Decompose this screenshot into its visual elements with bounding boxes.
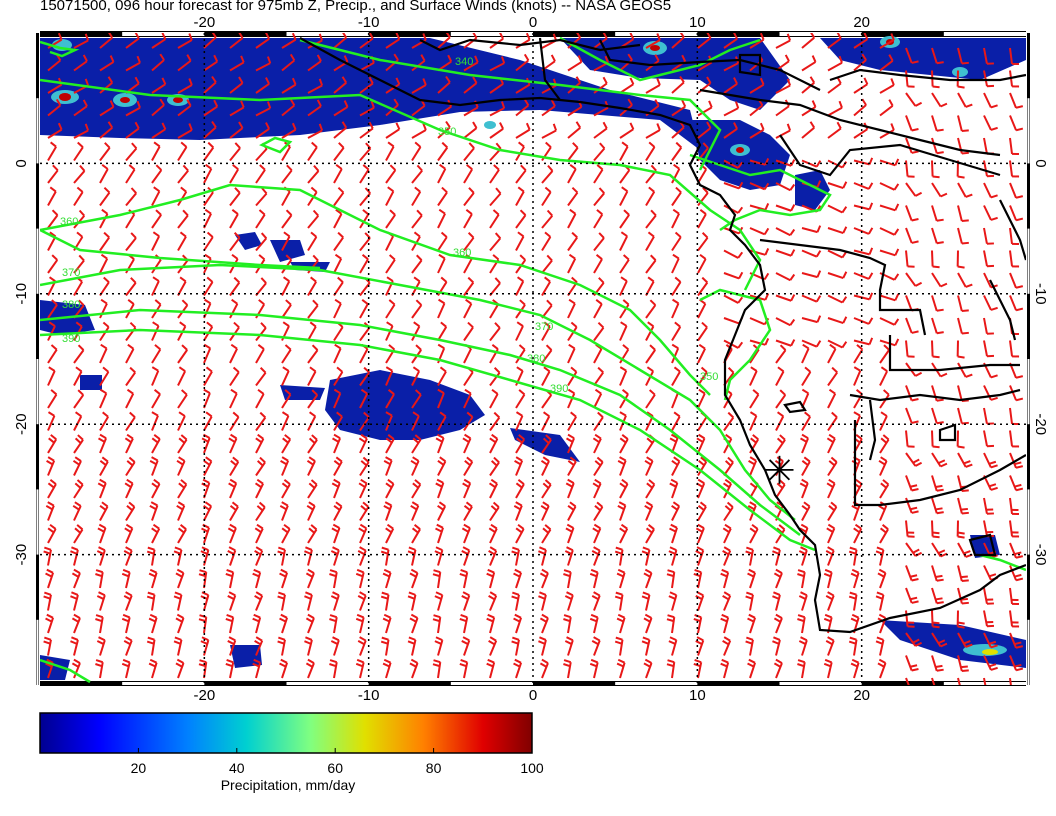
axis-tick-labels: -20 -20 -10 -10 0 0 10 10 20 20 0 0 -10 -10 -20 -20 -30 -… [13, 14, 1049, 704]
precip-north-edge [820, 38, 1026, 80]
wind-barbs [43, 33, 1024, 685]
asterisk-marker-icon [765, 455, 794, 484]
lat-tick-label-left: -20 [13, 413, 30, 435]
contour-label: 350 [438, 126, 456, 138]
border-9 [868, 399, 877, 461]
colorbar-tick-label: 20 [131, 760, 147, 776]
lat-tick-label-left: -10 [13, 283, 30, 305]
contour-390 [40, 328, 816, 552]
contour-label: 340 [455, 56, 473, 68]
coast-east [999, 199, 1026, 261]
border-10 [829, 68, 1026, 82]
border-1 [538, 37, 561, 101]
border-7 [849, 388, 1021, 402]
lake-1 [938, 423, 957, 442]
contour-labels: 340 350 360 360 370 370 380 380 390 390 … [60, 56, 718, 395]
contour-340 [299, 38, 722, 171]
lon-tick-label-top: 20 [853, 14, 870, 31]
coastlines [299, 37, 1026, 634]
contour-label: 370 [535, 321, 553, 333]
border-8 [853, 420, 1026, 507]
colorbar-tick-label: 60 [327, 760, 343, 776]
contour-north-small [259, 136, 293, 154]
contour-label: 360 [60, 216, 78, 228]
contour-label: 360 [453, 247, 471, 259]
contour-360-loop [40, 228, 321, 270]
lat-tick-label-right: 0 [1032, 159, 1049, 167]
coast-east-2 [989, 279, 1017, 341]
lon-tick-label-bottom: 20 [853, 687, 870, 704]
map-title: 15071500, 096 hour forecast for 975mb Z,… [40, 0, 672, 14]
colorbar-tick-label: 80 [426, 760, 442, 776]
precipitation-colorbar: 20 40 60 80 100 Precipitation, mm/day [39, 712, 544, 793]
precip-band-north [40, 38, 700, 150]
lat-tick-label-right: -20 [1032, 413, 1049, 435]
colorbar-label: Precipitation, mm/day [221, 777, 356, 793]
lon-tick-label-top: -10 [358, 14, 380, 31]
precip-patch-1 [235, 232, 262, 250]
border-6 [888, 335, 1020, 372]
contour-gulf [689, 153, 832, 232]
lake-2 [783, 400, 807, 414]
contour-label: 390 [62, 333, 80, 345]
geopotential-contours [40, 36, 1026, 684]
precip-band-north-east [560, 38, 790, 110]
island-north [738, 53, 762, 77]
colorbar-tick-label: 100 [520, 760, 544, 776]
contour-coast [699, 288, 772, 401]
contour-370 [40, 263, 796, 521]
contour-south-west [40, 658, 91, 684]
contour-label: 370 [62, 267, 80, 279]
contour-350 [40, 78, 762, 291]
lat-lon-grid [40, 33, 1026, 685]
lon-tick-label-top: -20 [193, 14, 215, 31]
precip-patch-2 [270, 240, 305, 262]
border-2 [599, 39, 821, 91]
contour-label: 380 [527, 353, 545, 365]
contour-360 [40, 183, 711, 396]
colorbar-gradient [39, 712, 533, 754]
lat-tick-label-right: -30 [1032, 544, 1049, 566]
precip-south-west [230, 645, 262, 668]
precip-central [325, 370, 485, 440]
lon-tick-label-top: 10 [689, 14, 706, 31]
lat-tick-label-left: 0 [13, 159, 30, 167]
lon-tick-label-top: 0 [529, 14, 537, 31]
colorbar-tick-label: 40 [229, 760, 245, 776]
contour-label: 380 [62, 299, 80, 311]
border-4 [779, 134, 1001, 177]
contour-label: 390 [550, 383, 568, 395]
lat-tick-label-left: -30 [13, 544, 30, 566]
border-3 [699, 88, 1001, 157]
contour-label: 350 [700, 371, 718, 383]
precip-patch-6 [510, 428, 580, 462]
precip-coast [795, 170, 830, 210]
lat-tick-label-right: -10 [1032, 283, 1049, 305]
precip-patch-5 [80, 375, 102, 390]
coast-inner-north [419, 38, 641, 52]
border-5 [759, 238, 927, 336]
contour-380 [40, 308, 801, 536]
contour-south-east [979, 553, 1026, 572]
contour-north-east [559, 36, 761, 82]
precip-central-west [280, 385, 325, 400]
contour-west-1 [40, 40, 80, 58]
lon-tick-label-bottom: 0 [529, 687, 537, 704]
lon-tick-label-bottom: -20 [193, 687, 215, 704]
lon-tick-label-bottom: -10 [358, 687, 380, 704]
lon-tick-label-bottom: 10 [689, 687, 706, 704]
precip-south-east [880, 620, 1026, 668]
